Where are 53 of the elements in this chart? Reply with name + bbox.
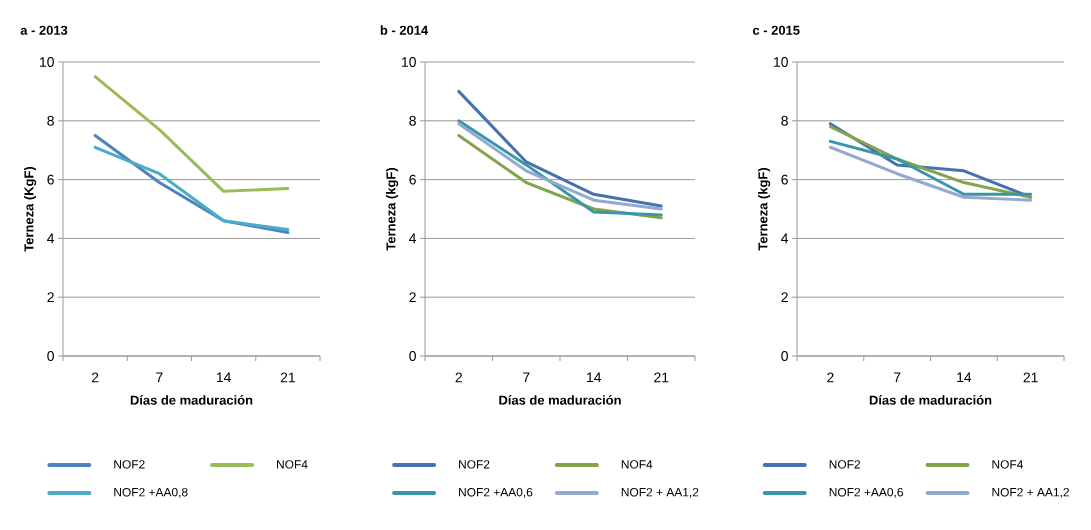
line-series bbox=[457, 89, 663, 208]
y-axis-title: Terneza (kgF) bbox=[758, 168, 771, 251]
legend-label: NOF4 bbox=[621, 460, 653, 469]
legend-label: NOF2 bbox=[829, 460, 861, 469]
line-series bbox=[828, 145, 1033, 202]
y-tick-label: 0 bbox=[781, 351, 788, 361]
y-tick-label: 0 bbox=[47, 351, 54, 361]
y-tick-label: 2 bbox=[781, 292, 788, 303]
x-tick-label: 7 bbox=[523, 372, 530, 383]
y-tick-label: 0 bbox=[409, 351, 416, 361]
y-axis-title: Terneza (KgF) bbox=[23, 166, 37, 252]
y-tick-label: 8 bbox=[47, 115, 54, 126]
y-tick-label: 6 bbox=[781, 174, 788, 185]
legend-label: NOF4 bbox=[277, 460, 308, 469]
y-tick-label: 10 bbox=[402, 57, 416, 67]
y-axis-title: Terneza (kgF) bbox=[386, 168, 399, 251]
x-tick-label: 14 bbox=[216, 372, 231, 383]
y-tick-label: 6 bbox=[409, 174, 416, 185]
line-series bbox=[93, 75, 290, 193]
x-tick-label: 7 bbox=[156, 372, 163, 383]
x-axis-title: Días de maduración bbox=[499, 395, 621, 405]
y-tick-label: 4 bbox=[409, 233, 417, 244]
legend-label: NOF2 +AA0,6 bbox=[459, 487, 533, 498]
y-tick-label: 10 bbox=[40, 57, 54, 67]
legend-label: NOF2 + AA1,2 bbox=[621, 487, 699, 498]
y-tick-label: 6 bbox=[47, 174, 54, 185]
legend-label: NOF2 +AA0,6 bbox=[829, 487, 903, 498]
y-tick-label: 4 bbox=[47, 233, 55, 244]
x-tick-label: 2 bbox=[455, 372, 462, 383]
chart-title: a - 2013 bbox=[20, 25, 68, 35]
x-axis-title: Días de maduración bbox=[130, 395, 253, 405]
legend-label: NOF4 bbox=[992, 460, 1024, 469]
x-axis-title: Días de maduración bbox=[869, 395, 992, 405]
y-tick-label: 2 bbox=[409, 292, 416, 303]
x-tick-label: 14 bbox=[957, 372, 972, 383]
legend-label: NOF2 bbox=[114, 460, 145, 469]
legend-label: NOF2 + AA1,2 bbox=[992, 487, 1069, 498]
y-tick-label: 8 bbox=[409, 115, 416, 126]
y-tick-label: 4 bbox=[781, 233, 789, 244]
legend-label: NOF2 +AA0,8 bbox=[114, 487, 188, 498]
x-tick-label: 14 bbox=[587, 372, 602, 383]
x-tick-label: 2 bbox=[91, 372, 99, 383]
chart-title: b - 2014 bbox=[380, 25, 429, 35]
y-tick-label: 10 bbox=[774, 57, 788, 67]
legend-label: NOF2 bbox=[459, 460, 490, 469]
chart-title: c - 2015 bbox=[752, 25, 800, 35]
x-tick-label: 7 bbox=[893, 372, 901, 383]
x-tick-label: 2 bbox=[827, 372, 834, 383]
x-tick-label: 21 bbox=[280, 372, 295, 383]
x-tick-label: 21 bbox=[1023, 372, 1038, 383]
y-tick-label: 8 bbox=[781, 115, 788, 126]
x-tick-label: 21 bbox=[654, 372, 669, 383]
y-tick-label: 2 bbox=[47, 292, 54, 303]
